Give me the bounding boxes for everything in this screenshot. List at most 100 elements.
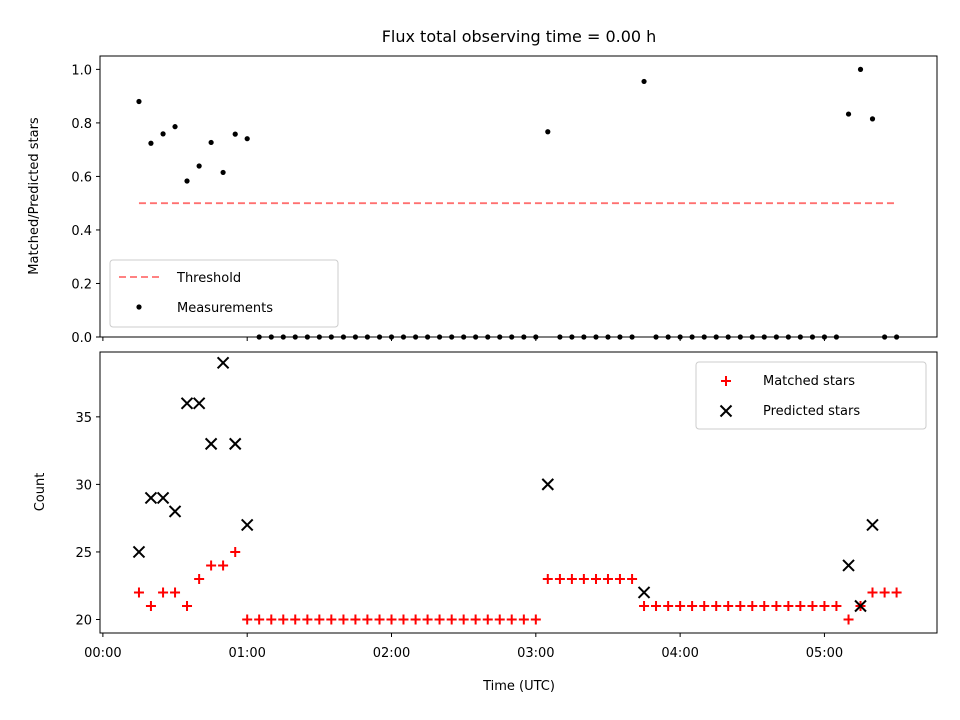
y-tick-label: 1.0 — [71, 63, 92, 78]
matched-star-marker — [182, 600, 193, 611]
legend-matched-marker — [721, 376, 731, 386]
matched-star-marker — [242, 614, 253, 625]
matched-star-marker — [374, 614, 385, 625]
matched-star-marker — [566, 573, 577, 584]
y-tick-label: 0.8 — [71, 117, 92, 132]
matched-star-marker — [771, 600, 782, 611]
matched-star-marker — [458, 614, 469, 625]
predicted-star-marker — [192, 397, 206, 410]
y-tick-label: 20 — [75, 613, 92, 628]
matched-star-marker — [783, 600, 794, 611]
matched-star-marker — [819, 600, 830, 611]
matched-star-marker — [891, 587, 902, 598]
matched-star-marker — [133, 587, 144, 598]
predicted-star-marker — [866, 518, 879, 532]
predicted-star-marker — [541, 478, 555, 491]
y-tick-label: 0.2 — [71, 277, 92, 292]
x-tick-label: 00:00 — [84, 646, 121, 661]
matched-star-marker — [735, 600, 746, 611]
predicted-star-marker — [132, 545, 146, 559]
legend-matched-label: Matched stars — [763, 374, 855, 389]
legend-predicted-label: Predicted stars — [763, 404, 860, 419]
matched-star-markers — [133, 546, 902, 625]
predicted-star-marker — [204, 437, 218, 451]
matched-star-marker — [254, 614, 265, 625]
matched-star-marker — [602, 573, 613, 584]
predicted-star-marker — [144, 491, 158, 505]
matched-star-marker — [446, 614, 457, 625]
legend-measurement-label: Measurements — [177, 301, 273, 316]
matched-star-marker — [759, 600, 770, 611]
y-tick-label: 30 — [75, 478, 92, 493]
x-tick-label: 01:00 — [228, 646, 265, 661]
measurement-point — [845, 111, 852, 117]
matched-star-marker — [614, 573, 625, 584]
matched-star-marker — [843, 614, 854, 625]
x-tick-label: 02:00 — [373, 646, 410, 661]
y-tick-label: 25 — [75, 546, 92, 561]
legend-measurement-swatch — [136, 304, 142, 310]
measurement-point — [172, 124, 178, 130]
matched-star-marker — [494, 614, 505, 625]
matched-star-marker — [206, 560, 217, 571]
legend-matched-swatch — [721, 376, 731, 386]
matched-star-marker — [663, 600, 674, 611]
y-tick-label: 0.0 — [71, 331, 92, 346]
matched-star-marker — [867, 587, 878, 598]
matched-star-marker — [338, 614, 349, 625]
matched-star-marker — [639, 600, 650, 611]
matched-star-marker — [747, 600, 758, 611]
bottom-legend-box — [695, 361, 927, 430]
measurement-point — [184, 178, 190, 184]
matched-star-marker — [302, 614, 313, 625]
measurement-point — [857, 66, 864, 72]
predicted-star-marker — [168, 505, 182, 518]
bottom-legend: Matched stars Predicted stars — [695, 361, 927, 430]
matched-star-marker — [482, 614, 493, 625]
matched-star-marker — [542, 573, 553, 584]
measurement-point — [208, 139, 214, 146]
predicted-star-marker — [854, 599, 867, 613]
matched-star-marker — [590, 573, 601, 584]
matched-star-marker — [578, 573, 589, 584]
matched-star-marker — [711, 600, 722, 611]
measurement-point — [545, 129, 551, 135]
matched-star-marker — [434, 614, 445, 625]
x-axis-label: Time (UTC) — [482, 679, 555, 694]
top-legend-box — [109, 259, 339, 328]
matched-star-marker — [699, 600, 710, 611]
x-tick-label: 03:00 — [517, 646, 554, 661]
y-tick-label: 0.4 — [71, 224, 92, 239]
matched-star-marker — [145, 600, 156, 611]
matched-star-marker — [506, 614, 517, 625]
matched-star-marker — [386, 614, 397, 625]
predicted-star-marker — [229, 437, 242, 451]
y-tick-label: 35 — [75, 411, 92, 426]
predicted-star-marker — [156, 491, 170, 505]
x-tick-label: 04:00 — [661, 646, 698, 661]
matched-star-marker — [554, 573, 565, 584]
top-plot-frame — [99, 55, 938, 338]
y-tick-label: 0.6 — [71, 170, 92, 185]
matched-star-marker — [170, 587, 181, 598]
matched-star-marker — [470, 614, 481, 625]
top-panel: 0.0 0.2 0.4 0.6 0.8 1.0 Matched/Predicted sta… — [27, 55, 938, 346]
x-tick-label: 05:00 — [806, 646, 843, 661]
matched-star-marker — [530, 614, 541, 625]
matched-star-marker — [831, 600, 842, 611]
bottom-y-axis-label: Count — [33, 473, 48, 512]
matched-star-marker — [290, 614, 301, 625]
matched-star-marker — [398, 614, 409, 625]
matched-star-marker — [194, 573, 205, 584]
bottom-y-ticks: 20 25 30 35 — [75, 411, 100, 628]
matched-star-marker — [675, 600, 686, 611]
matched-star-marker — [422, 614, 433, 625]
matched-star-marker — [807, 600, 818, 611]
matched-star-marker — [627, 573, 638, 584]
top-legend: Threshold Measurements — [109, 259, 339, 328]
matched-star-marker — [687, 600, 698, 611]
predicted-star-marker — [180, 397, 194, 410]
bottom-x-ticks: 00:00 01:00 02:00 03:00 04:00 05:00 — [84, 633, 843, 661]
